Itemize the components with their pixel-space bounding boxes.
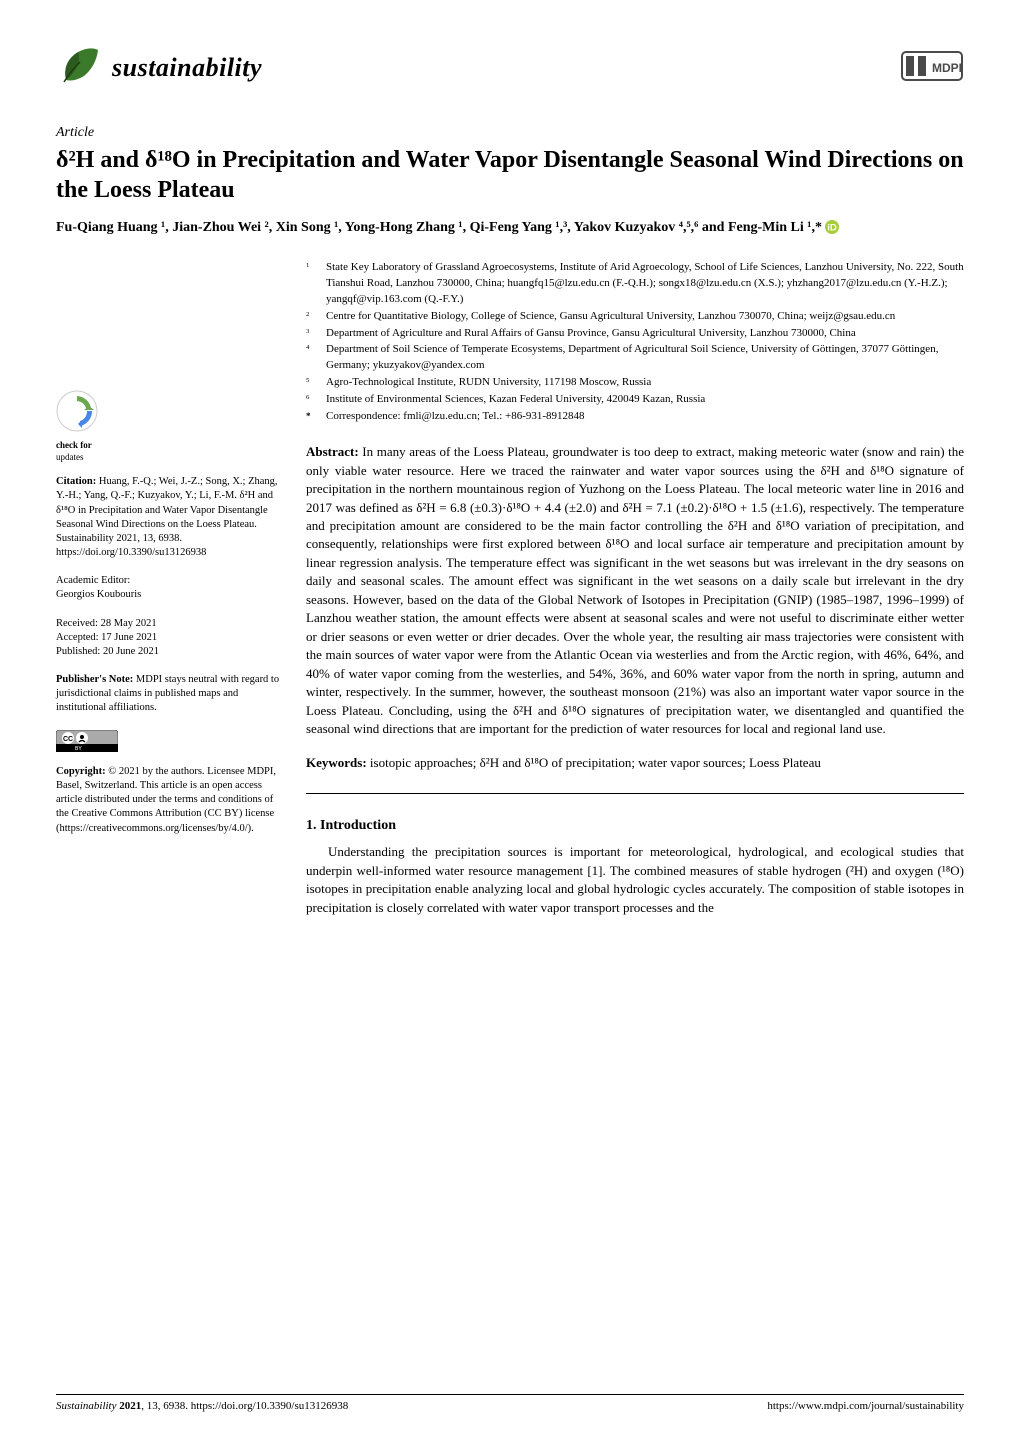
check-line1: check for (56, 440, 92, 450)
pubnote-label: Publisher's Note: (56, 674, 133, 685)
affil-num: 5 (306, 377, 309, 384)
abstract: Abstract: In many areas of the Loess Pla… (306, 443, 964, 738)
journal-name: sustainability (112, 50, 262, 86)
affil-row: * Correspondence: fmli@lzu.edu.cn; Tel.: … (306, 409, 964, 425)
affil-text: Agro-Technological Institute, RUDN Unive… (326, 375, 964, 391)
affil-num: 3 (306, 328, 309, 335)
article-title: δ²H and δ¹⁸O in Precipitation and Water … (56, 145, 964, 205)
academic-editor-label: Academic Editor: (56, 574, 288, 588)
cc-license-badge[interactable]: CC BY (56, 730, 288, 757)
check-updates-badge[interactable]: check for updates (56, 390, 288, 463)
affil-text: Department of Soil Science of Temperate … (326, 342, 964, 374)
affil-text: Correspondence: fmli@lzu.edu.cn; Tel.: +… (326, 409, 964, 425)
footer-right: https://www.mdpi.com/journal/sustainabil… (767, 1399, 964, 1414)
affil-row: 2 Centre for Quantitative Biology, Colleg… (306, 309, 964, 325)
affil-text: Institute of Environmental Sciences, Kaz… (326, 392, 964, 408)
mdpi-logo-icon: MDPI (900, 46, 964, 91)
footer-rest: , 13, 6938. https://doi.org/10.3390/su13… (141, 1400, 348, 1412)
authors-line: Fu-Qiang Huang ¹, Jian-Zhou Wei ², Xin S… (56, 217, 964, 238)
published-date: Published: 20 June 2021 (56, 645, 288, 659)
page-footer: Sustainability 2021, 13, 6938. https://d… (56, 1394, 964, 1414)
citation-block: Citation: Huang, F.-Q.; Wei, J.-Z.; Song… (56, 475, 288, 560)
footer-journal: Sustainability (56, 1400, 119, 1412)
copyright-label: Copyright: (56, 766, 106, 777)
keywords-text: isotopic approaches; δ²H and δ¹⁸O of pre… (367, 755, 821, 770)
article-type-label: Article (56, 123, 964, 143)
academic-editor-name: Georgios Koubouris (56, 588, 288, 602)
affil-num: * (306, 411, 311, 421)
authors-text: Fu-Qiang Huang ¹, Jian-Zhou Wei ², Xin S… (56, 220, 825, 235)
check-line2: updates (56, 452, 84, 462)
affil-row: 1 State Key Laboratory of Grassland Agroe… (306, 260, 964, 308)
affil-num: 6 (306, 394, 309, 401)
footer-year: 2021 (119, 1400, 141, 1412)
affil-row: 6 Institute of Environmental Sciences, Ka… (306, 392, 964, 408)
footer-left: Sustainability 2021, 13, 6938. https://d… (56, 1399, 348, 1414)
received-date: Received: 28 May 2021 (56, 617, 288, 631)
affil-text: Department of Agriculture and Rural Affa… (326, 326, 964, 342)
affil-row: 4 Department of Soil Science of Temperate… (306, 342, 964, 374)
svg-text:CC: CC (63, 736, 73, 743)
keywords-label: Keywords: (306, 755, 367, 770)
affil-text: State Key Laboratory of Grassland Agroec… (326, 260, 964, 308)
section-heading: 1. Introduction (306, 816, 964, 836)
cc-icon: CC BY (56, 744, 118, 755)
affil-num: 2 (306, 311, 309, 318)
citation-label: Citation: (56, 476, 96, 487)
abstract-text: In many areas of the Loess Plateau, grou… (306, 444, 964, 736)
citation-text: Huang, F.-Q.; Wei, J.-Z.; Song, X.; Zhan… (56, 476, 278, 558)
svg-text:BY: BY (75, 746, 82, 752)
affil-text: Centre for Quantitative Biology, College… (326, 309, 964, 325)
affil-num: 1 (306, 262, 309, 269)
abstract-label: Abstract: (306, 444, 359, 459)
svg-text:iD: iD (828, 222, 838, 233)
orcid-icon[interactable]: iD (825, 220, 839, 235)
svg-text:MDPI: MDPI (932, 61, 962, 75)
header-row: sustainability MDPI (56, 42, 964, 95)
publishers-note: Publisher's Note: MDPI stays neutral wit… (56, 673, 288, 716)
journal-logo: sustainability (56, 42, 262, 95)
affil-row: 5 Agro-Technological Institute, RUDN Univ… (306, 375, 964, 391)
dates-block: Received: 28 May 2021 Accepted: 17 June … (56, 617, 288, 660)
keywords: Keywords: isotopic approaches; δ²H and δ… (306, 754, 964, 772)
check-updates-icon (56, 424, 98, 435)
academic-editor-block: Academic Editor: Georgios Koubouris (56, 574, 288, 602)
affil-row: 3 Department of Agriculture and Rural Aff… (306, 326, 964, 342)
accepted-date: Accepted: 17 June 2021 (56, 631, 288, 645)
affiliations: 1 State Key Laboratory of Grassland Agroe… (306, 260, 964, 425)
intro-text: Understanding the precipitation sources … (306, 844, 964, 914)
section-rule (306, 793, 964, 794)
leaf-icon (56, 42, 104, 95)
main-column: 1 State Key Laboratory of Grassland Agroe… (306, 260, 964, 917)
left-sidebar: check for updates Citation: Huang, F.-Q.… (56, 260, 288, 917)
intro-paragraph: Understanding the precipitation sources … (306, 843, 964, 917)
affil-num: 4 (306, 344, 309, 351)
check-updates-text: check for updates (56, 439, 288, 463)
copyright-block: Copyright: © 2021 by the authors. Licens… (56, 765, 288, 836)
